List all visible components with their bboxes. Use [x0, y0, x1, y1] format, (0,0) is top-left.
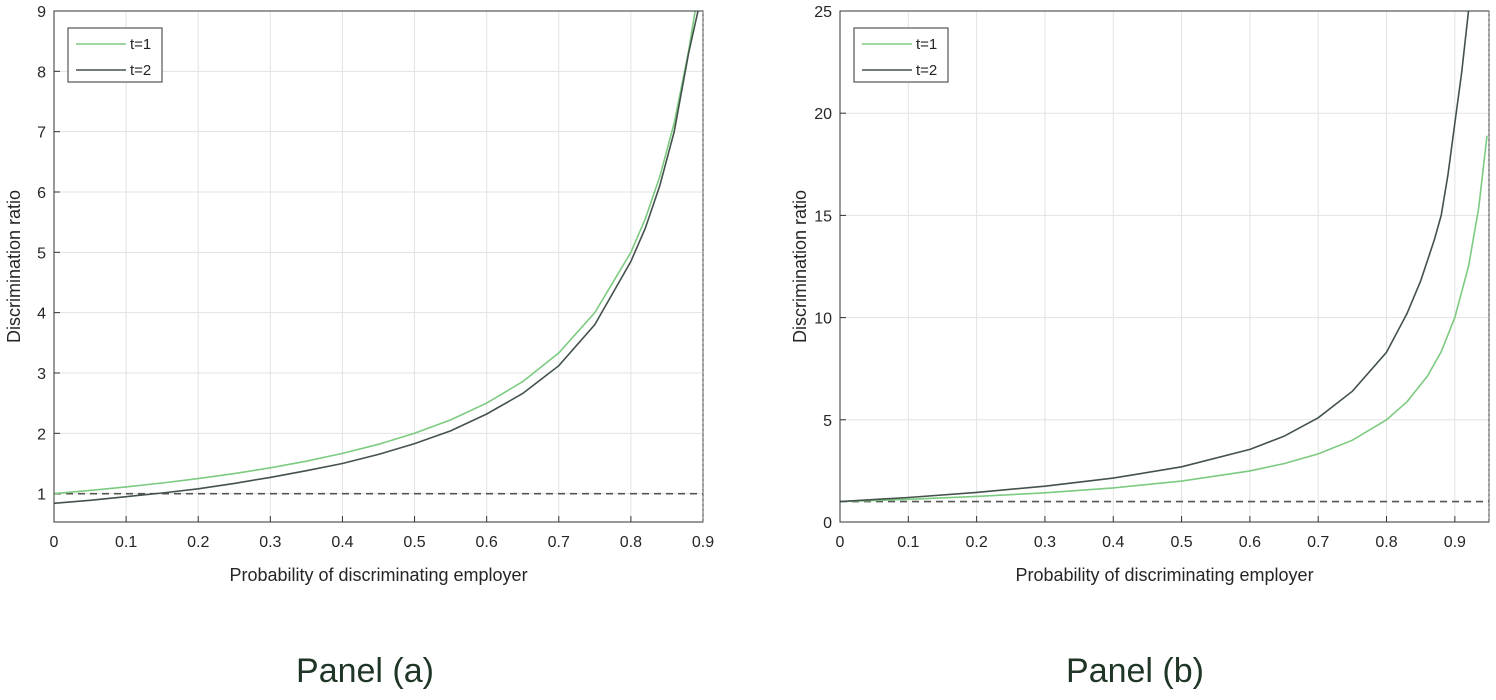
x-tick-label: 0.4 — [331, 534, 353, 551]
legend-box — [853, 27, 949, 83]
y-tick-label: 15 — [814, 208, 832, 225]
y-tick-label: 5 — [37, 245, 46, 262]
y-axis-label: Discrimination ratio — [790, 190, 810, 343]
y-tick-label: 25 — [814, 4, 832, 21]
x-tick-label: 0.3 — [259, 534, 281, 551]
x-tick-label: 0.7 — [1307, 534, 1329, 551]
x-tick-label: 0.1 — [897, 534, 919, 551]
y-tick-label: 2 — [37, 426, 46, 443]
x-tick-label: 0.6 — [1239, 534, 1261, 551]
x-tick-label: 0.8 — [1375, 534, 1397, 551]
series-line-t-1 — [840, 135, 1488, 503]
x-axis-label: Probability of discriminating employer — [1015, 565, 1313, 585]
series-line-t-2 — [54, 11, 699, 505]
x-axis-label: Probability of discriminating employer — [229, 565, 527, 585]
y-tick-label: 20 — [814, 106, 832, 123]
x-tick-label: 0.4 — [1102, 534, 1124, 551]
legend-label: t=1 — [130, 36, 151, 53]
legend-label: t=2 — [916, 62, 937, 79]
x-tick-label: 0.7 — [548, 534, 570, 551]
panel-b: 0 0.1 0.2 0.3 0.4 0.5 0.6 0.7 0.8 0.9 0 5 10 15 20 25 Pr… — [790, 4, 1490, 690]
legend-label: t=2 — [130, 62, 151, 79]
series-line-t-2 — [840, 11, 1470, 503]
series-line-t-1 — [54, 11, 696, 495]
x-tick-label: 0.8 — [620, 534, 642, 551]
panel-title: Panel (b) — [1066, 652, 1204, 690]
x-tick-label: 0.9 — [1444, 534, 1466, 551]
legend: t=1 t=2 — [67, 27, 163, 83]
x-tick-label: 0.6 — [476, 534, 498, 551]
axes-box — [53, 10, 704, 523]
y-tick-label: 4 — [37, 306, 46, 323]
y-axis-label: Discrimination ratio — [4, 190, 24, 343]
y-tick-label: 3 — [37, 366, 46, 383]
y-tick-label: 5 — [823, 413, 832, 430]
x-tick-label: 0.3 — [1034, 534, 1056, 551]
y-tick-label: 6 — [37, 185, 46, 202]
panel-a: 0 0.1 0.2 0.3 0.4 0.5 0.6 0.7 0.8 0.9 1 2 3 4 5 6 7 8 9 Pro… — [4, 4, 714, 690]
x-tick-label: 0.5 — [1170, 534, 1192, 551]
x-tick-label: 0 — [50, 534, 59, 551]
y-tick-label: 7 — [37, 125, 46, 142]
y-tick-label: 0 — [823, 515, 832, 532]
y-tick-label: 8 — [37, 64, 46, 81]
y-tick-label: 10 — [814, 311, 832, 328]
legend-label: t=1 — [916, 36, 937, 53]
x-tick-label: 0.2 — [966, 534, 988, 551]
x-tick-label: 0.1 — [115, 534, 137, 551]
axes-box — [839, 10, 1490, 523]
x-tick-label: 0 — [836, 534, 845, 551]
x-tick-label: 0.9 — [692, 534, 714, 551]
legend-box — [67, 27, 163, 83]
panel-title: Panel (a) — [296, 652, 434, 690]
legend: t=1 t=2 — [853, 27, 949, 83]
x-tick-label: 0.2 — [187, 534, 209, 551]
y-tick-label: 1 — [37, 487, 46, 504]
x-tick-label: 0.5 — [403, 534, 425, 551]
y-tick-label: 9 — [37, 4, 46, 21]
